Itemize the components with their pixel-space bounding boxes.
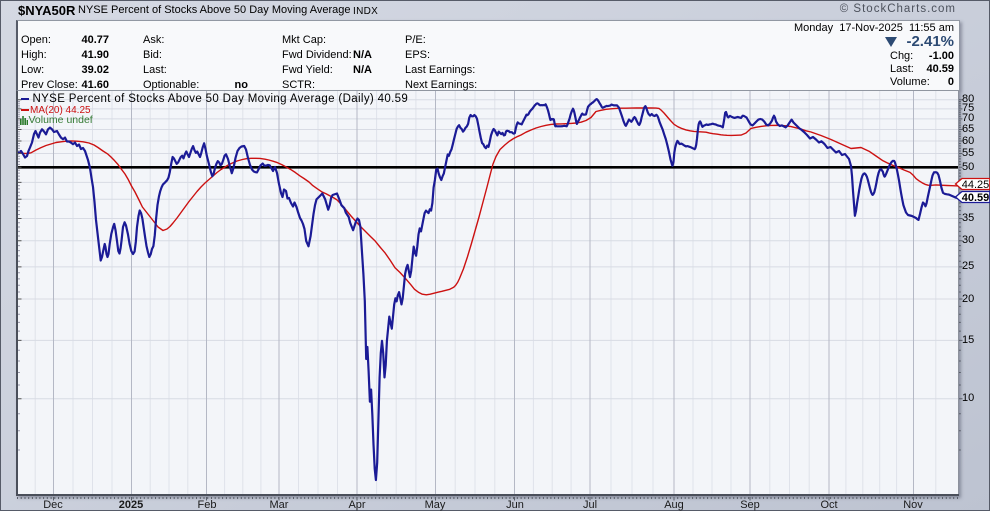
svg-text:44.25: 44.25 [962,179,990,191]
svg-text:40.59: 40.59 [962,192,990,204]
